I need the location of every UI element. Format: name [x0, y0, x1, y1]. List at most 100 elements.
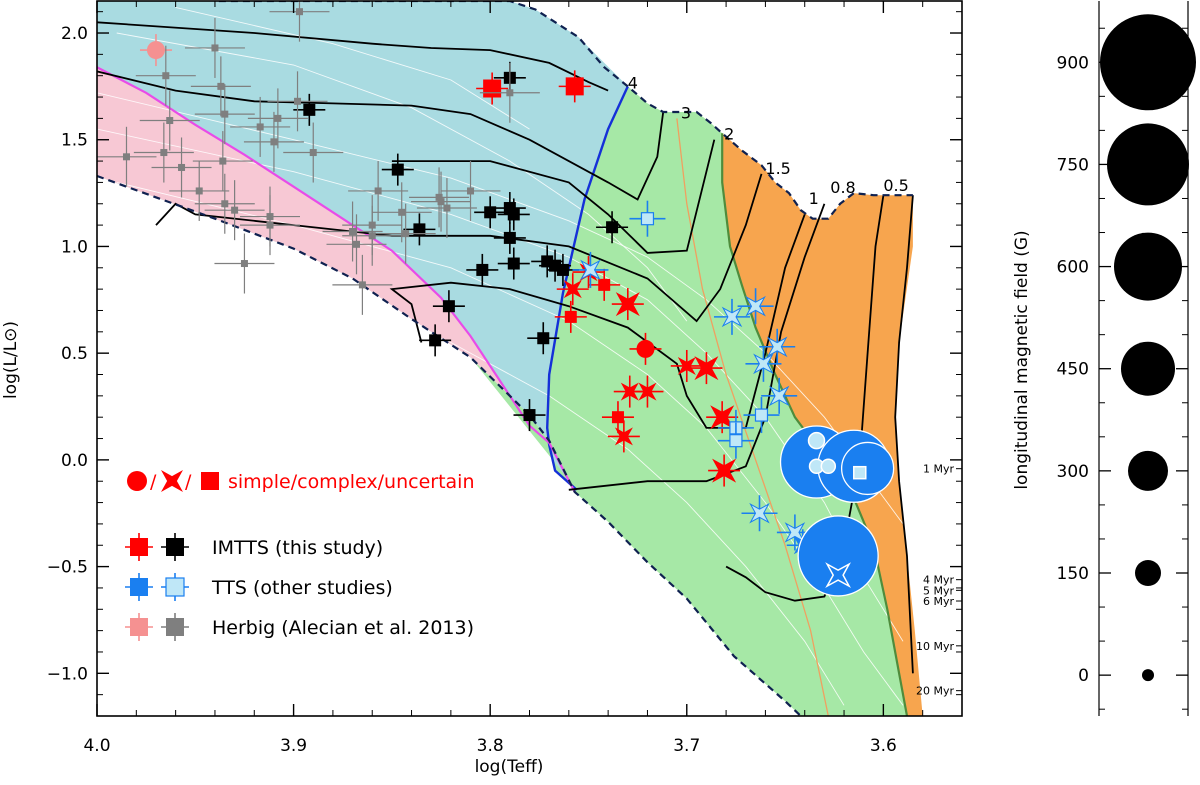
square-marker [598, 278, 611, 291]
square-marker [303, 103, 316, 116]
zams-blue-line [545, 85, 629, 491]
key-tick-label: 600 [1057, 258, 1089, 278]
legend-complex-star-icon [161, 470, 183, 492]
key-size-circle [1100, 14, 1196, 111]
isochrone-label: 10 Myr [916, 640, 954, 653]
legend-star-shape [161, 470, 183, 492]
square-marker [564, 310, 577, 323]
mass-track-label: 4 [628, 74, 638, 93]
isochrone-5 [175, 6, 530, 130]
key-size-circle [1135, 560, 1161, 586]
star-marker [563, 280, 582, 299]
square-marker [476, 263, 489, 276]
mass-track-label: 0.5 [883, 176, 908, 195]
isochrone-label: 20 Myr [916, 685, 954, 698]
square-marker [219, 157, 227, 165]
square-marker [294, 97, 302, 105]
key-size-circle [1121, 341, 1175, 396]
pink-region [97, 67, 575, 492]
square-marker [503, 231, 516, 244]
star-marker [721, 306, 743, 328]
star-marker [745, 295, 766, 317]
key-axis-label: longitudinal magnetic field (G) [1012, 230, 1032, 489]
legend-entry-label: Herbig (Alecian et al. 2013) [212, 617, 474, 639]
mass-track-1 [97, 70, 665, 201]
orange-isochrone [676, 118, 829, 716]
x-tick-label: 4.0 [83, 736, 110, 756]
square-marker [256, 123, 264, 131]
legend-square-icon [166, 538, 184, 556]
lower-dashed-boundary [97, 174, 802, 716]
square-marker [270, 138, 278, 146]
legend-entry-label: TTS (other studies) [211, 577, 393, 599]
y-tick-label: −1.0 [47, 664, 88, 684]
square-marker [483, 79, 502, 98]
square-marker [162, 72, 170, 80]
square-marker [160, 149, 168, 157]
square-marker [442, 300, 455, 313]
square-marker [374, 187, 382, 195]
circle-marker [636, 339, 655, 358]
isochrone-label: 1 Myr [923, 463, 954, 476]
square-marker [537, 332, 550, 345]
key-size-circle [1128, 450, 1168, 491]
square-marker [413, 223, 426, 236]
mass-track-labels: 4 3 2 1.5 1 0.8 0.5 [628, 74, 909, 208]
legend-entry-label: IMTTS (this study) [212, 537, 383, 559]
x-axis-label: log(Teff) [475, 757, 544, 777]
star-marker [694, 356, 719, 381]
key-tick-label: 750 [1057, 155, 1089, 175]
star-marker [638, 382, 657, 401]
key-size-circle [1107, 123, 1189, 206]
square-marker [507, 257, 520, 270]
mass-track-label: 1 [809, 189, 819, 208]
field-size-key: 0 150 300 450 600 750 900 longitudinal magneti… [1012, 1, 1196, 716]
mass-track-label: 1.5 [765, 159, 790, 178]
isochrone-label: 5 Myr [923, 584, 954, 597]
square-marker [240, 260, 248, 268]
star-marker [753, 353, 774, 375]
square-marker [611, 411, 624, 424]
square-marker [178, 163, 186, 171]
square-marker [506, 89, 514, 97]
square-marker [122, 153, 130, 161]
square-marker [484, 206, 497, 219]
star-marker [580, 259, 601, 281]
square-marker [195, 187, 203, 195]
square-marker [358, 281, 366, 289]
y-tick-label: −0.5 [47, 558, 88, 578]
square-marker [368, 221, 376, 229]
legend: / / simple/complex/uncertain IMTTS (this… [125, 470, 474, 641]
x-tick-label: 3.8 [477, 736, 504, 756]
key-ticks: 0 150 300 450 600 750 900 [1057, 27, 1188, 710]
isochrone-label: 6 Myr [923, 595, 954, 608]
star-marker [710, 405, 735, 430]
square-marker [429, 334, 442, 347]
circle-marker [146, 41, 165, 60]
square-marker [443, 204, 451, 212]
legend-classification: / / simple/complex/uncertain [127, 470, 474, 493]
star-marker [712, 458, 737, 483]
key-circles [1100, 14, 1196, 682]
square-marker [217, 82, 225, 90]
mass-track-label: 3 [681, 103, 691, 122]
square-marker [295, 8, 303, 16]
isochrone-label: 4 Myr [923, 574, 954, 587]
mass-track-2 [391, 139, 716, 254]
square-marker [853, 465, 867, 480]
y-tick-label: 1.0 [61, 237, 88, 257]
legend-simple-circle-icon [127, 471, 147, 491]
legend-square-icon [130, 618, 148, 636]
mass-track-5 [568, 203, 826, 491]
legend-uncertain-square-icon [201, 472, 219, 490]
square-marker [353, 240, 360, 248]
circle-marker [807, 431, 826, 450]
y-tick-label: 0.0 [61, 451, 88, 471]
square-marker [398, 208, 406, 216]
square-marker [606, 221, 619, 234]
green-boundary-line [721, 133, 909, 716]
circle-marker [820, 458, 837, 475]
legend-square-icon [165, 577, 185, 597]
